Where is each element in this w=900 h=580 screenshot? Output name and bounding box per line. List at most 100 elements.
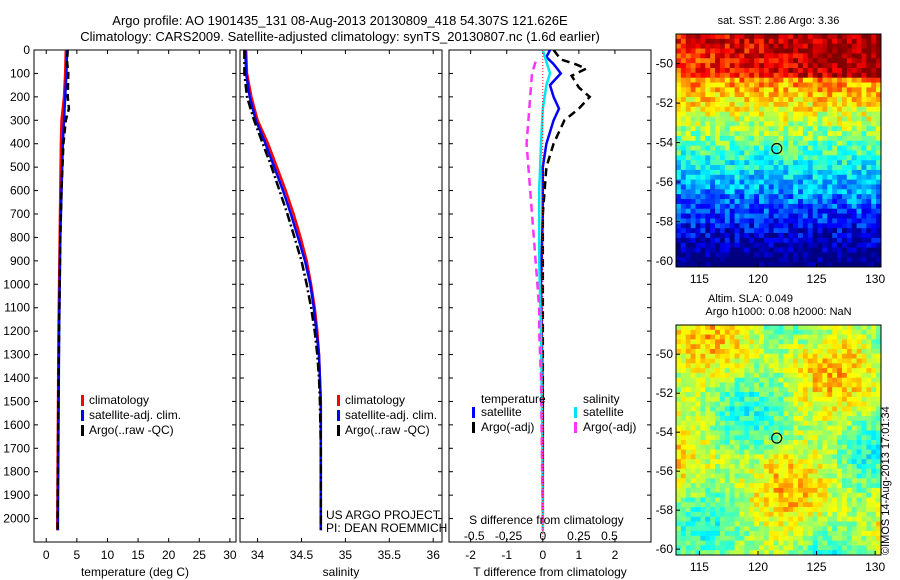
sst_map-cell [802,189,809,195]
sla_map-cell [812,329,819,336]
sst_map-cell [841,53,848,59]
sst_map-cell [871,257,877,263]
sla_map-cell [837,507,843,513]
sla_map-cell [788,507,794,513]
sla_map-cell [778,396,784,403]
sla_map-cell [715,487,721,494]
sst_map-cell [705,121,711,127]
sla_map-cell [788,392,794,398]
sla_map-cell [832,325,838,331]
sst_map-cell [719,82,726,88]
sst_map-cell [685,194,692,200]
sla_map-cell [812,416,819,422]
sst_map-cell [758,213,765,220]
sla_map-cell [832,497,838,503]
sla_map-cell [754,463,760,470]
sla_map-cell [817,358,824,364]
sst_map-cell [866,155,872,161]
sst_map-cell [802,169,809,176]
sla_map-cell [871,411,877,417]
sst_map-cell [685,165,692,171]
sla_map-cell [812,540,819,547]
sla_map-cell [793,473,799,479]
sst_map-cell [876,34,881,40]
sla_map-cell [763,473,770,479]
sst_map-cell [846,194,853,200]
sla_map-cell [695,507,701,513]
sla_map-cell [876,545,881,551]
sst_map-cell [856,184,863,190]
sst_map-cell [871,145,877,152]
sla_map-cell [778,487,784,494]
sla_map-cell [724,348,731,355]
sla_map-cell [700,540,706,547]
sst_map-cell [851,174,858,181]
sla_map-cell [841,325,848,331]
sla_map-cell [861,487,867,494]
sla_map-cell [749,344,755,350]
sst_map-cell [724,228,731,234]
sla_map-cell [754,507,760,513]
sst_map-cell [876,160,881,166]
sla_map-cell [788,435,794,441]
sst_map-cell [876,169,881,176]
diff-xtick-label: 2 [612,548,619,562]
sla_map-cell [715,497,721,503]
sst_map-cell [754,228,760,234]
sst_map-cell [817,38,824,45]
sla_map-cell [700,406,706,412]
sst_map-cell [724,126,731,132]
sst_map-cell [827,87,833,93]
sst_map-cell [822,48,828,55]
sla_map-cell [768,468,775,475]
sla_map-cell [788,516,794,523]
sst_map-cell [861,97,867,103]
sla_map-cell [798,531,804,537]
sla_map-cell [676,440,682,446]
sla_map-cell [676,478,682,484]
sst_map-cell [807,189,814,195]
sla_map-cell [856,430,863,436]
sla_map-cell [680,473,687,479]
sst_map-cell [783,87,789,93]
sst_map-cell [832,184,838,190]
sst_map-cell [729,189,736,195]
sst_map-cell [788,135,794,142]
sst_map-cell [685,213,692,220]
sla_map-cell [715,372,721,379]
sla_map-cell [788,483,794,489]
sla_map-cell [685,358,692,364]
sla_map-cell [758,440,765,446]
sst_map-cell [763,101,770,108]
sla_map-cell [812,406,819,412]
sla_map-cell [695,545,701,551]
sst_map-cell [715,228,721,234]
sla_map-cell [734,430,741,436]
sla_map-cell [729,416,736,422]
sst_map-cell [724,189,731,195]
sst_map-cell [876,237,881,244]
sst_map-cell [832,145,838,152]
sla_map-cell [851,430,858,436]
sst_map-cell [812,145,819,152]
sla_map-cell [851,463,858,470]
sst_map-cell [812,257,819,263]
sst_map-cell [768,140,775,147]
sst_map-cell [680,189,687,195]
sla_map-cell [676,358,682,364]
sst_map-cell [812,38,819,45]
sst_map-cell [851,252,858,258]
sla_map-cell [827,425,833,432]
sla_map-cell [841,430,848,436]
sla_map-cell [690,344,697,350]
sla_map-cell [744,478,750,484]
sla_map-cell [685,531,692,537]
sst_map-cell [798,208,804,215]
sst_map-cell [837,34,843,40]
sst_map-cell [676,165,682,171]
sla_map-cell [690,363,697,369]
sla_map-cell [822,440,828,446]
sla_map-cell [871,492,877,499]
sla_map-cell [739,507,745,513]
sst_map-cell [739,174,745,181]
